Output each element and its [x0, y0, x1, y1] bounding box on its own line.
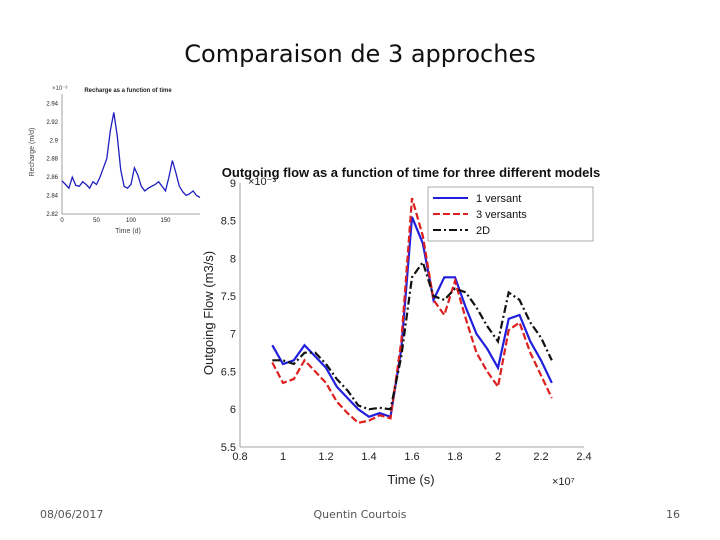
footer-date: 08/06/2017 — [40, 508, 104, 521]
outgoing-flow-chart: Outgoing flow as a function of time for … — [201, 160, 600, 495]
main-chart-y-tick-label: 7 — [230, 329, 236, 341]
main-chart-x-tick-label: 1.8 — [447, 451, 462, 463]
main-chart-y-tick-label: 6.5 — [221, 366, 236, 378]
series-line-3-versants — [271, 197, 553, 425]
main-chart-y-tick-label: 9 — [230, 178, 236, 190]
main-chart-y-tick-label: 6 — [230, 404, 236, 416]
recharge-chart-y-tick-label: 2.82 — [46, 212, 58, 218]
main-chart-x-tick-label: 2 — [495, 451, 501, 463]
main-chart-title: Outgoing flow as a function of time for … — [222, 165, 600, 180]
main-chart-x-tick-label: 2.4 — [576, 451, 591, 463]
recharge-chart-x-tick-label: 50 — [93, 218, 100, 224]
legend-label: 3 versants — [476, 209, 527, 221]
series-line-1-versant — [271, 216, 553, 419]
recharge-series-line — [61, 112, 201, 198]
recharge-chart-x-tick-label: 100 — [126, 218, 137, 224]
main-chart-y-tick-label: 8.5 — [221, 216, 236, 228]
main-chart-x-tick-label: 2.2 — [533, 451, 548, 463]
recharge-chart-x-tick-label: 0 — [60, 218, 64, 224]
main-chart-x-tick-label: 0.8 — [232, 451, 247, 463]
recharge-chart-y-exponent: ×10⁻³ — [52, 86, 67, 92]
main-chart-x-tick-label: 1.6 — [404, 451, 419, 463]
main-chart-y-label: Outgoing Flow (m3/s) — [201, 251, 216, 375]
recharge-chart-y-label: Recharge (m/d) — [29, 128, 36, 177]
main-chart-legend: 1 versant 3 versants 2D — [427, 186, 594, 242]
recharge-chart-title: Recharge as a function of time — [84, 88, 172, 94]
main-chart-y-exponent: ×10⁻³ — [248, 176, 276, 188]
recharge-chart-x-label: Time (d) — [115, 228, 141, 235]
main-chart-x-exponent: ×10⁷ — [552, 476, 575, 488]
footer-author: Quentin Courtois — [313, 508, 407, 521]
recharge-chart: Recharge as a function of time ×10⁻³ Tim… — [29, 86, 208, 236]
recharge-chart-y-tick-label: 2.92 — [46, 120, 58, 126]
main-chart-y-tick-label: 5.5 — [221, 442, 236, 454]
recharge-chart-background — [38, 88, 208, 236]
main-chart-x-tick-label: 1 — [280, 451, 286, 463]
recharge-chart-y-tick-label: 2.9 — [50, 138, 59, 144]
footer-page-number: 16 — [666, 508, 680, 521]
recharge-chart-y-tick-label: 2.94 — [46, 101, 58, 107]
recharge-chart-y-tick-label: 2.88 — [46, 157, 58, 163]
recharge-chart-y-tick-label: 2.84 — [46, 194, 58, 200]
series-line-2d — [272, 259, 553, 411]
main-chart-x-tick-label: 1.4 — [361, 451, 376, 463]
slide-title: Comparaison de 3 approches — [184, 40, 536, 68]
main-chart-y-tick-label: 7.5 — [221, 291, 236, 303]
main-chart-x-label: Time (s) — [387, 472, 434, 487]
main-chart-x-tick-label: 1.2 — [318, 451, 333, 463]
recharge-chart-x-tick-label: 150 — [160, 218, 171, 224]
recharge-chart-y-tick-label: 2.86 — [46, 175, 58, 181]
legend-label: 1 versant — [476, 193, 521, 205]
legend-label: 2D — [476, 225, 490, 237]
main-chart-y-tick-label: 8 — [230, 253, 236, 265]
